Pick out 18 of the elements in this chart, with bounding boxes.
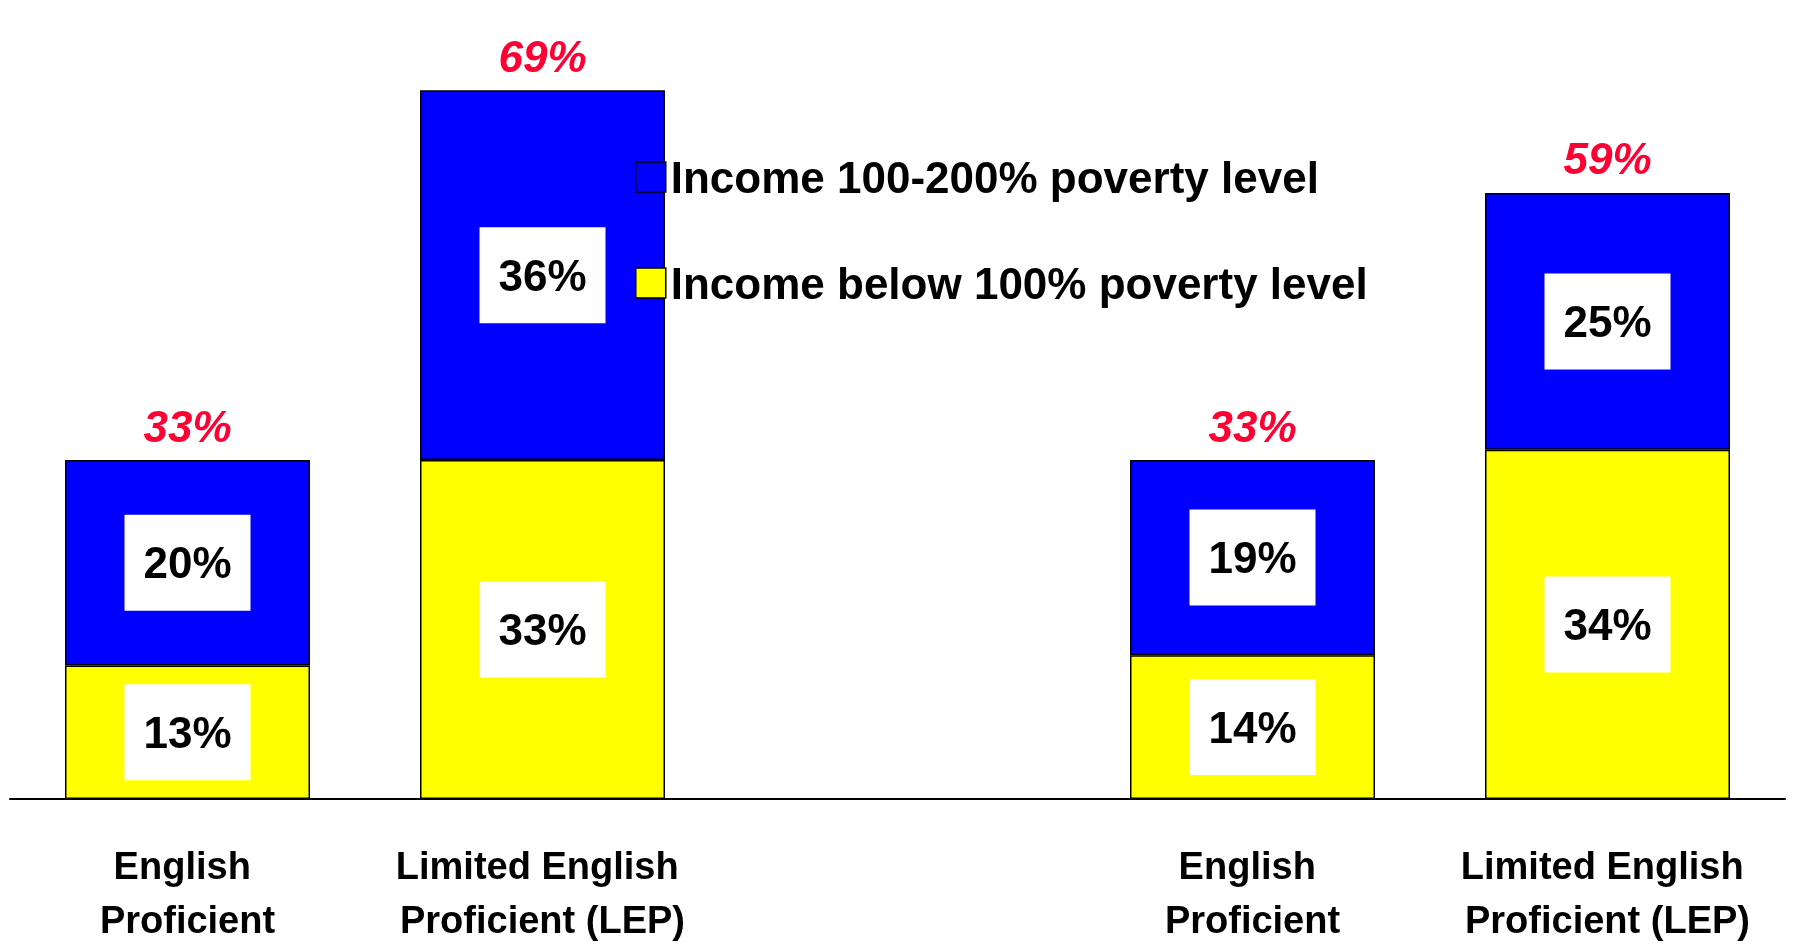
data-label: 14%: [1208, 702, 1297, 752]
total-label: 33%: [143, 401, 232, 451]
legend-label: Income below 100% poverty level: [670, 258, 1368, 308]
total-label: 59%: [1563, 134, 1652, 184]
data-label: 25%: [1563, 296, 1652, 346]
data-label: 34%: [1563, 599, 1652, 649]
data-label: 13%: [143, 707, 232, 757]
x-tick-label: Limited English Proficient (LEP): [1460, 845, 1755, 941]
total-label: 69%: [498, 31, 587, 81]
x-tick-label: English Proficient: [99, 845, 276, 941]
total-label: 33%: [1208, 401, 1297, 451]
data-label: 19%: [1208, 533, 1297, 583]
x-tick-label: English Proficient: [1164, 845, 1341, 941]
legend-label: Income 100-200% poverty level: [670, 152, 1319, 202]
data-label: 20%: [143, 538, 232, 588]
x-tick-label: Limited English Proficient (LEP): [395, 845, 690, 941]
data-label: 36%: [498, 250, 587, 300]
data-label: 33%: [498, 605, 587, 655]
